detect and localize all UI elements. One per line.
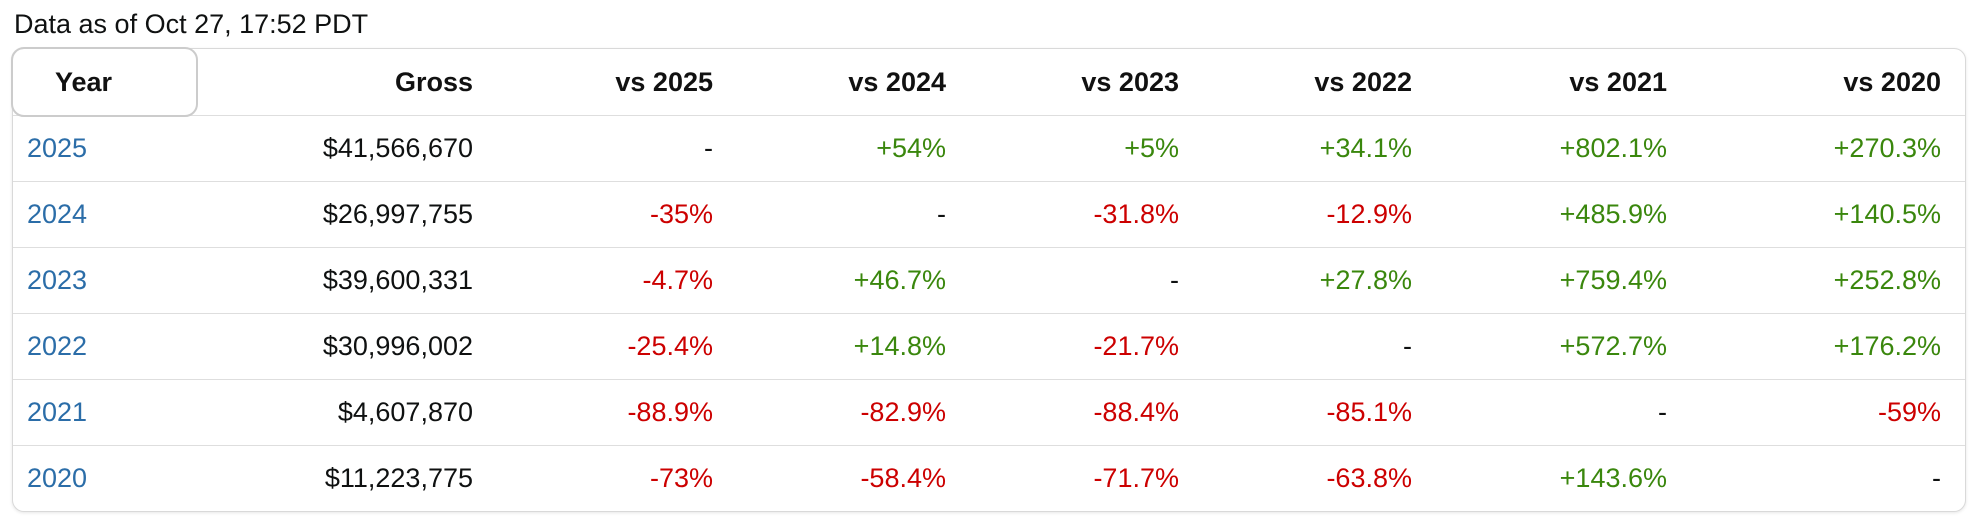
pct-cell: -71.7% bbox=[970, 445, 1203, 511]
pct-cell: +572.7% bbox=[1436, 313, 1691, 379]
pct-cell: +176.2% bbox=[1691, 313, 1965, 379]
gross-cell: $39,600,331 bbox=[197, 247, 497, 313]
col-header-year[interactable]: Year bbox=[11, 47, 198, 117]
pct-cell: -63.8% bbox=[1203, 445, 1436, 511]
table-row: 2023 $39,600,331 -4.7% +46.7% - +27.8% +759.4%… bbox=[13, 247, 1965, 313]
pct-cell: +270.3% bbox=[1691, 115, 1965, 181]
pct-cell: +27.8% bbox=[1203, 247, 1436, 313]
pct-cell: +46.7% bbox=[737, 247, 970, 313]
pct-cell: +34.1% bbox=[1203, 115, 1436, 181]
year-link[interactable]: 2020 bbox=[27, 463, 88, 493]
pct-cell: -21.7% bbox=[970, 313, 1203, 379]
pct-cell: -31.8% bbox=[970, 181, 1203, 247]
year-cell: 2025 bbox=[13, 115, 197, 181]
year-cell: 2022 bbox=[13, 313, 197, 379]
gross-cell: $41,566,670 bbox=[197, 115, 497, 181]
col-header-vs-2020[interactable]: vs 2020 bbox=[1843, 66, 1941, 97]
pct-cell: - bbox=[970, 247, 1203, 313]
col-header-year-label: Year bbox=[55, 66, 113, 97]
gross-cell: $11,223,775 bbox=[197, 445, 497, 511]
year-link[interactable]: 2025 bbox=[27, 133, 88, 163]
pct-cell: -58.4% bbox=[737, 445, 970, 511]
year-cell: 2024 bbox=[13, 181, 197, 247]
yearly-comparison-table: Year Gross vs 2025 vs 2024 vs 2023 vs 2022 vs … bbox=[11, 47, 1966, 512]
col-header-vs-2022[interactable]: vs 2022 bbox=[1314, 66, 1412, 97]
pct-cell: -82.9% bbox=[737, 379, 970, 445]
table-row: 2025 $41,566,670- +54% +5% +34.1% +802.1% +270… bbox=[13, 115, 1965, 181]
pct-cell: - bbox=[1436, 379, 1691, 445]
pct-cell: - bbox=[497, 115, 737, 181]
pct-cell: +54% bbox=[737, 115, 970, 181]
pct-cell: - bbox=[737, 181, 970, 247]
pct-cell: -88.4% bbox=[970, 379, 1203, 445]
pct-cell: +759.4% bbox=[1436, 247, 1691, 313]
pct-cell: -4.7% bbox=[497, 247, 737, 313]
year-link[interactable]: 2024 bbox=[27, 199, 88, 229]
gross-cell: $30,996,002 bbox=[197, 313, 497, 379]
year-cell: 2021 bbox=[13, 379, 197, 445]
comparison-table: Year Gross vs 2025 vs 2024 vs 2023 vs 2022 vs … bbox=[11, 47, 1965, 511]
pct-cell: -25.4% bbox=[497, 313, 737, 379]
pct-cell: +485.9% bbox=[1436, 181, 1691, 247]
gross-cell: $4,607,870 bbox=[197, 379, 497, 445]
pct-cell: +14.8% bbox=[737, 313, 970, 379]
year-link[interactable]: 2022 bbox=[27, 331, 88, 361]
gross-cell: $26,997,755 bbox=[197, 181, 497, 247]
pct-cell: -59% bbox=[1691, 379, 1965, 445]
pct-cell: +140.5% bbox=[1691, 181, 1965, 247]
pct-cell: -35% bbox=[497, 181, 737, 247]
pct-cell: +5% bbox=[970, 115, 1203, 181]
pct-cell: - bbox=[1203, 313, 1436, 379]
pct-cell: -88.9% bbox=[497, 379, 737, 445]
year-link[interactable]: 2023 bbox=[27, 265, 88, 295]
table-row: 2021 $4,607,870 -88.9% -82.9% -88.4% -85.1% - -… bbox=[13, 379, 1965, 445]
pct-cell: -12.9% bbox=[1203, 181, 1436, 247]
pct-cell: +802.1% bbox=[1436, 115, 1691, 181]
table-row: 2022 $30,996,002 -25.4% +14.8% -21.7% - +572.7… bbox=[13, 313, 1965, 379]
col-header-vs-2025[interactable]: vs 2025 bbox=[615, 66, 713, 97]
header-row: Year Gross vs 2025 vs 2024 vs 2023 vs 2022 vs … bbox=[11, 47, 1965, 117]
pct-cell: -73% bbox=[497, 445, 737, 511]
year-cell: 2020 bbox=[13, 445, 197, 511]
data-as-of-label: Data as of Oct 27, 17:52 PDT bbox=[14, 9, 369, 39]
col-header-vs-2021[interactable]: vs 2021 bbox=[1569, 66, 1667, 97]
table-row: 2020 $11,223,775 -73% -58.4% -71.7% -63.8% +14… bbox=[13, 445, 1965, 511]
col-header-vs-2023[interactable]: vs 2023 bbox=[1081, 66, 1179, 97]
pct-cell: - bbox=[1691, 445, 1965, 511]
pct-cell: -85.1% bbox=[1203, 379, 1436, 445]
col-header-vs-2024[interactable]: vs 2024 bbox=[848, 66, 946, 97]
year-link[interactable]: 2021 bbox=[27, 397, 88, 427]
year-cell: 2023 bbox=[13, 247, 197, 313]
col-header-gross[interactable]: Gross bbox=[394, 66, 473, 97]
pct-cell: +252.8% bbox=[1691, 247, 1965, 313]
pct-cell: +143.6% bbox=[1436, 445, 1691, 511]
table-row: 2024 $26,997,755 -35% - -31.8% -12.9% +485.9% +… bbox=[13, 181, 1965, 247]
